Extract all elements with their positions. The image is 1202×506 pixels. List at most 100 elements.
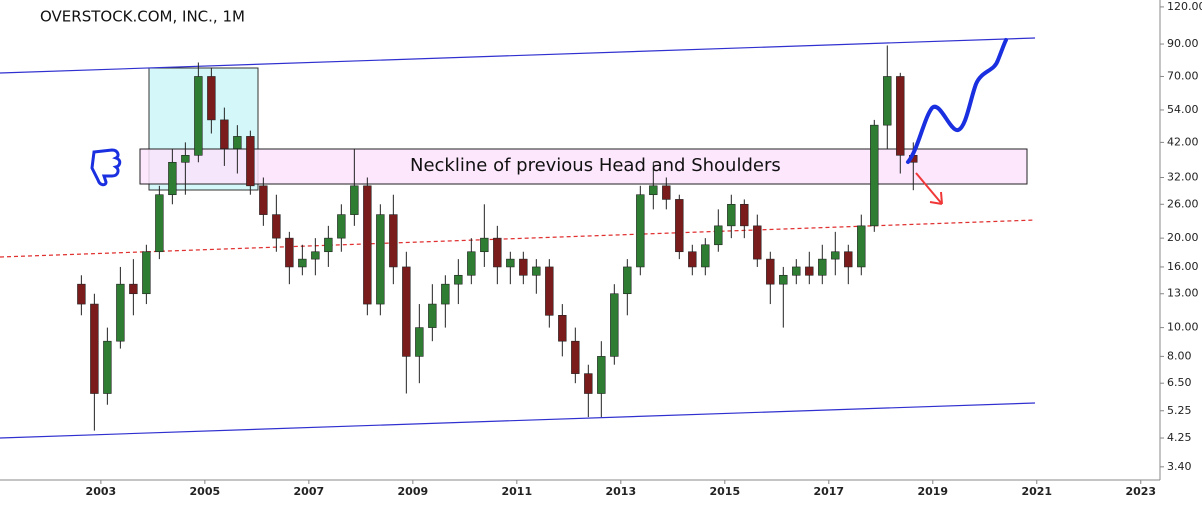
candle-body: [246, 136, 255, 187]
candle-body: [337, 214, 346, 239]
x-tick-label: 2003: [86, 485, 117, 498]
candle-body: [844, 251, 853, 268]
candle-body: [389, 214, 398, 268]
candle-body: [116, 283, 125, 342]
candle-body: [610, 293, 619, 357]
candle-body: [714, 225, 723, 246]
candle-body: [779, 274, 788, 285]
candle-body: [441, 283, 450, 305]
candle-body: [766, 258, 775, 285]
candle-body: [753, 225, 762, 260]
x-tick-label: 2005: [190, 485, 221, 498]
candle-body: [896, 76, 905, 156]
candle-body: [207, 76, 216, 121]
channel-upper: [0, 37, 1036, 74]
x-tick-label: 2009: [398, 485, 429, 498]
candle-body: [324, 237, 333, 253]
y-tick-label: 90.00: [1167, 37, 1199, 50]
y-tick-label: 120.00: [1167, 0, 1202, 13]
candle-body: [77, 283, 86, 305]
y-tick-label: 42.00: [1167, 135, 1199, 148]
candle-body: [701, 244, 710, 268]
candle-body: [857, 225, 866, 268]
y-tick-label: 10.00: [1167, 321, 1199, 334]
candle-body: [649, 185, 658, 196]
candle-body: [194, 76, 203, 156]
candle-body: [584, 373, 593, 394]
candle-body: [298, 258, 307, 268]
thumbs-down-icon: [90, 148, 122, 187]
candle-body: [519, 258, 528, 276]
candle-body: [675, 199, 684, 253]
candle-body: [532, 266, 541, 276]
candle-body: [727, 203, 736, 227]
x-tick-label: 2007: [294, 485, 325, 498]
candle-body: [662, 185, 671, 200]
candle-body: [350, 185, 359, 215]
candle-body: [142, 251, 151, 295]
y-tick-label: 13.00: [1167, 287, 1199, 300]
candle-body: [597, 356, 606, 394]
candle-body: [272, 214, 281, 239]
candle-body: [376, 214, 385, 305]
x-tick-label: 2021: [1021, 485, 1052, 498]
candle-body: [311, 251, 320, 260]
candle-body: [181, 155, 190, 163]
y-tick-label: 8.00: [1167, 349, 1192, 362]
bull-projection: [906, 38, 1008, 164]
y-tick-label: 4.25: [1167, 431, 1192, 444]
candle-body: [493, 237, 502, 268]
candle-body: [558, 314, 567, 342]
y-tick-label: 32.00: [1167, 170, 1199, 183]
y-tick-label: 16.00: [1167, 260, 1199, 273]
candle-body: [259, 185, 268, 215]
candle-body: [168, 161, 177, 196]
x-tick-label: 2011: [502, 485, 533, 498]
candle-body: [636, 194, 645, 268]
y-tick-label: 6.50: [1167, 376, 1192, 389]
candle-body: [467, 251, 476, 276]
candle-body: [571, 340, 580, 374]
y-tick-label: 26.00: [1167, 197, 1199, 210]
candle-body: [480, 237, 489, 253]
y-tick-label: 20.00: [1167, 231, 1199, 244]
candle-body: [402, 266, 411, 357]
candle-body: [623, 266, 632, 295]
candle-body: [688, 251, 697, 268]
candle-body: [129, 283, 138, 295]
candle-body: [740, 203, 749, 227]
y-tick-label: 54.00: [1167, 103, 1199, 116]
neckline-box: [139, 148, 1028, 185]
x-tick-label: 2015: [709, 485, 740, 498]
channel-lower: [0, 402, 1036, 439]
candle-body: [363, 185, 372, 305]
x-tick-label: 2013: [606, 485, 637, 498]
y-tick-label: 5.25: [1167, 404, 1192, 417]
candle-body: [792, 266, 801, 276]
candles: [77, 45, 918, 431]
candle-body: [831, 251, 840, 260]
chart-title: OVERSTOCK.COM, INC., 1M: [40, 8, 245, 26]
candle-body: [90, 303, 99, 394]
candle-body: [506, 258, 515, 268]
candle-body: [103, 340, 112, 394]
candle-body: [454, 274, 463, 285]
annotation: Neckline of previous Head and Shoulders: [410, 155, 781, 176]
candle-body: [233, 136, 242, 149]
bear-projection: [915, 172, 943, 205]
candle-body: [805, 266, 814, 276]
candle-body: [870, 124, 879, 227]
y-tick-label: 3.40: [1167, 460, 1192, 473]
candle-body: [883, 76, 892, 126]
candle-body: [545, 266, 554, 316]
candle-body: [818, 258, 827, 276]
x-tick-label: 2023: [1125, 485, 1156, 498]
candle-body: [220, 119, 229, 149]
candle-body: [285, 237, 294, 268]
candle-body: [428, 303, 437, 328]
candle-body: [155, 194, 164, 253]
candle-body: [415, 327, 424, 357]
x-tick-label: 2017: [813, 485, 844, 498]
